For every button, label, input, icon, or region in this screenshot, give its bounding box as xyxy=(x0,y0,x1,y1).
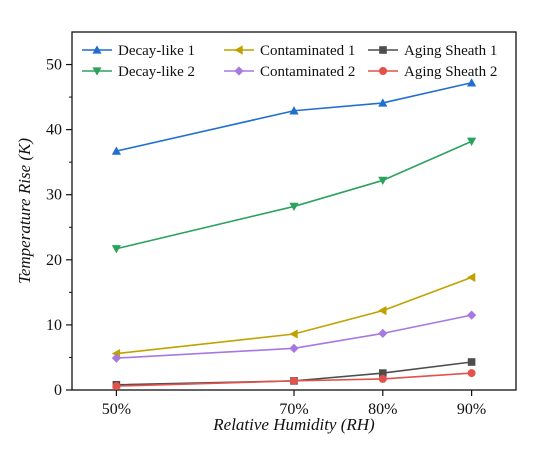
legend-label: Contaminated 1 xyxy=(260,43,355,59)
legend-entry: Aging Sheath 2 xyxy=(368,64,497,80)
x-tick-label: 50% xyxy=(102,401,131,418)
data-point xyxy=(289,343,299,353)
series-layer xyxy=(111,78,477,391)
series-4 xyxy=(111,310,477,363)
data-point xyxy=(467,78,477,87)
y-tick-label: 10 xyxy=(46,317,62,334)
series-line xyxy=(116,81,472,152)
legend-label: Decay-like 2 xyxy=(118,64,195,80)
legend-marker xyxy=(92,67,102,76)
data-point xyxy=(379,369,387,377)
data-point xyxy=(112,382,121,391)
y-tick-label: 20 xyxy=(46,252,62,269)
data-point xyxy=(289,329,298,339)
legend: Decay-like 1 Decay-like 2 Contaminated 1 Co… xyxy=(82,43,497,80)
legend-marker xyxy=(234,66,244,76)
data-point xyxy=(289,106,299,115)
data-point xyxy=(378,374,387,383)
legend-marker xyxy=(379,46,387,54)
series-6 xyxy=(112,369,476,391)
series-line xyxy=(116,140,472,250)
axes-group: 0 10 20 30 40 50 50% 70% 80% 90% xyxy=(46,31,517,418)
legend-marker xyxy=(379,67,387,75)
legend-entry: Aging Sheath 1 xyxy=(368,43,497,59)
legend-label: Contaminated 2 xyxy=(260,64,355,80)
data-point xyxy=(378,98,388,107)
legend-marker xyxy=(234,45,243,55)
y-tick-label: 30 xyxy=(46,187,62,204)
data-point xyxy=(467,369,476,378)
y-tick-label: 50 xyxy=(46,57,62,74)
legend-entry: Decay-like 2 xyxy=(82,64,195,80)
x-tick-label: 90% xyxy=(457,401,486,418)
y-axis-title: Temperature Rise (K) xyxy=(15,138,34,284)
legend-label: Decay-like 1 xyxy=(118,43,195,59)
y-tick-label: 40 xyxy=(46,122,62,139)
y-tick-label: 0 xyxy=(54,382,62,399)
series-line xyxy=(116,372,472,387)
series-1 xyxy=(111,78,477,155)
data-point xyxy=(111,353,121,363)
legend-entry: Decay-like 1 xyxy=(82,43,195,59)
data-point xyxy=(111,146,121,155)
data-point xyxy=(378,328,388,338)
series-line xyxy=(116,314,472,359)
legend-entry: Contaminated 2 xyxy=(224,64,355,80)
series-2 xyxy=(111,137,477,254)
data-point xyxy=(378,176,388,186)
legend-label: Aging Sheath 2 xyxy=(404,64,497,80)
x-axis-title: Relative Humidity (RH) xyxy=(212,415,375,434)
data-point xyxy=(289,202,299,212)
data-point xyxy=(467,310,477,320)
data-point xyxy=(290,376,298,385)
legend-entry: Contaminated 1 xyxy=(224,43,355,59)
series-line xyxy=(116,276,472,355)
x-tick-label: 80% xyxy=(368,401,397,418)
legend-label: Aging Sheath 1 xyxy=(404,43,497,59)
data-point xyxy=(467,137,477,146)
data-point xyxy=(378,305,387,316)
x-tick-label: 70% xyxy=(279,401,308,418)
legend-marker xyxy=(92,45,102,54)
data-point xyxy=(111,245,121,254)
data-point xyxy=(467,272,476,282)
data-point xyxy=(467,358,476,366)
